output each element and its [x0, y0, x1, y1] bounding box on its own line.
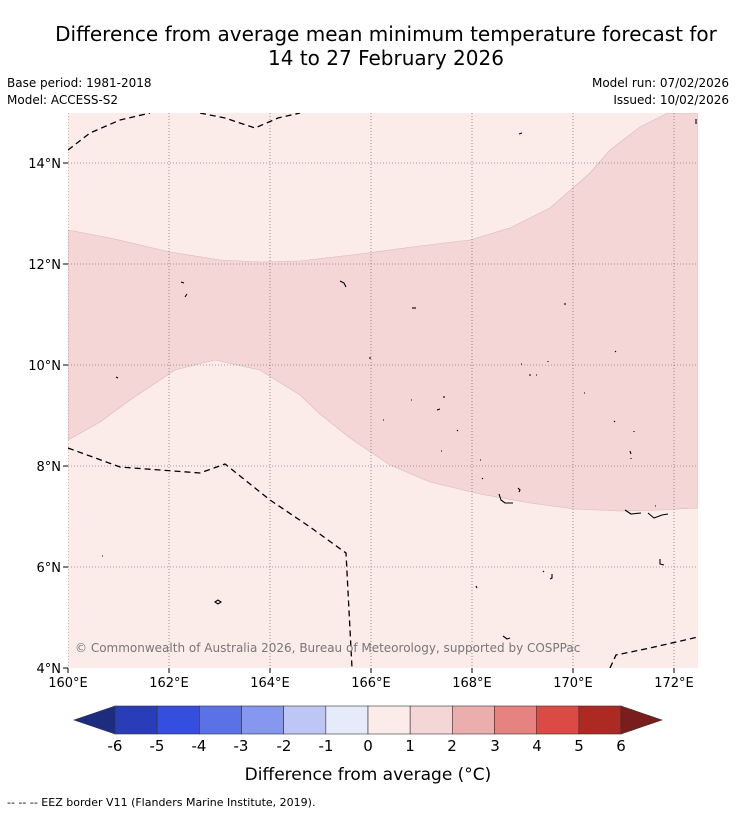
lat-tick-label: 6°N	[37, 561, 62, 576]
meta-right: Model run: 07/02/2026 Issued: 10/02/2026	[592, 75, 729, 109]
colorbar-tick-label: -3	[234, 737, 249, 755]
copyright-text: © Commonwealth of Australia 2026, Bureau…	[75, 641, 580, 655]
colorbar-swatch	[241, 705, 284, 735]
base-period: Base period: 1981-2018	[7, 76, 152, 90]
lon-tick-label: 162°E	[149, 676, 189, 691]
colorbar-swatch	[156, 705, 200, 735]
colorbar-extend-high	[620, 705, 663, 735]
colorbar-tick-label: -2	[277, 737, 292, 755]
colorbar-tick-label: 6	[616, 737, 626, 755]
colorbar-tick-label: 2	[447, 737, 457, 755]
eez-borders	[68, 113, 698, 668]
title-line-1: Difference from average mean minimum tem…	[55, 22, 717, 46]
colorbar-extend-low	[73, 705, 116, 735]
colorbar-tick-label: -1	[319, 737, 334, 755]
model-run: Model run: 07/02/2026	[591, 76, 729, 90]
eez-legend-note: -- -- -- EEZ border V11 (Flanders Marine…	[7, 796, 316, 809]
map-area: © Commonwealth of Australia 2026, Bureau…	[68, 113, 698, 668]
meta-left: Base period: 1981-2018 Model: ACCESS-S2	[7, 75, 152, 109]
colorbar-swatch	[452, 705, 495, 735]
lon-tick-label: 160°E	[48, 676, 88, 691]
colorbar-swatch	[325, 705, 369, 735]
lon-tick-label: 166°E	[351, 676, 391, 691]
lat-tick-label: 10°N	[28, 359, 61, 374]
colorbar-swatch	[578, 705, 622, 735]
colorbar-tick-label: 5	[574, 737, 584, 755]
colorbar-swatch	[114, 705, 158, 735]
lon-tick-label: 164°E	[250, 676, 290, 691]
lon-tick-label: 168°E	[452, 676, 492, 691]
colorbar-swatch	[409, 705, 453, 735]
colorbar-swatch	[367, 705, 411, 735]
title-line-2: 14 to 27 February 2026	[268, 46, 504, 70]
region-1-to-2	[68, 113, 698, 512]
islands	[102, 119, 697, 640]
colorbar-tick-label: -5	[150, 737, 165, 755]
colorbar	[73, 705, 663, 735]
colorbar-tick-label: -6	[108, 737, 123, 755]
lat-tick-label: 14°N	[28, 157, 61, 172]
lon-tick-label: 170°E	[553, 676, 593, 691]
lat-tick-label: 8°N	[37, 460, 62, 475]
colorbar-label: Difference from average (°C)	[245, 765, 492, 785]
lat-axis: 14°N 12°N 10°N 8°N 6°N 4°N	[28, 157, 68, 677]
colorbar-tick-label: 3	[490, 737, 500, 755]
lon-tick-label: 172°E	[654, 676, 694, 691]
chart-title: Difference from average mean minimum tem…	[0, 22, 736, 70]
colorbar-swatch	[536, 705, 580, 735]
grid-lines	[68, 113, 698, 668]
colorbar-swatch	[199, 705, 242, 735]
colorbar-tick-label: -4	[192, 737, 207, 755]
colorbar-swatch	[494, 705, 537, 735]
lon-axis: 160°E 162°E 164°E 166°E 168°E 170°E 172°…	[48, 668, 694, 691]
colorbar-ticks: -6 -5 -4 -3 -2 -1 0 1 2 3 4 5 6	[108, 737, 626, 755]
model-name: Model: ACCESS-S2	[7, 93, 119, 107]
colorbar-swatch	[283, 705, 327, 735]
issued-date: Issued: 10/02/2026	[613, 93, 729, 107]
lat-tick-label: 4°N	[37, 662, 62, 677]
colorbar-tick-label: 0	[363, 737, 373, 755]
colorbar-tick-label: 1	[405, 737, 415, 755]
lat-tick-label: 12°N	[28, 258, 61, 273]
colorbar-tick-label: 4	[532, 737, 542, 755]
